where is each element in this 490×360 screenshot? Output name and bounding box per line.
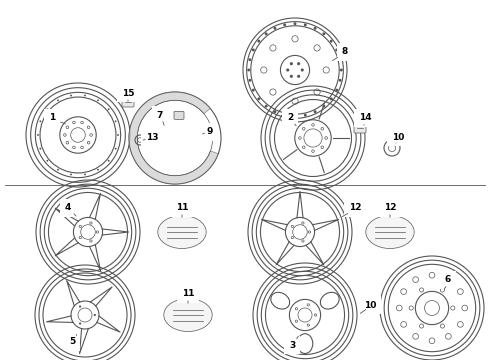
Text: 11: 11 — [182, 289, 194, 298]
Text: 7: 7 — [157, 111, 163, 120]
Circle shape — [94, 314, 96, 316]
Circle shape — [314, 110, 317, 113]
Text: 9: 9 — [207, 127, 213, 136]
Circle shape — [330, 40, 333, 42]
Text: 4: 4 — [65, 203, 71, 212]
Circle shape — [47, 160, 48, 162]
Text: 12: 12 — [349, 203, 361, 212]
Circle shape — [294, 22, 296, 25]
Circle shape — [39, 148, 41, 150]
Circle shape — [273, 110, 276, 113]
Circle shape — [252, 49, 255, 51]
Circle shape — [339, 58, 342, 61]
Circle shape — [115, 120, 117, 122]
Circle shape — [248, 58, 251, 61]
Text: 6: 6 — [445, 275, 451, 284]
Circle shape — [248, 79, 251, 82]
Text: 2: 2 — [287, 113, 293, 122]
Circle shape — [335, 89, 338, 91]
Text: 10: 10 — [364, 301, 376, 310]
Circle shape — [335, 49, 338, 51]
Circle shape — [57, 169, 59, 171]
Text: 5: 5 — [69, 338, 75, 346]
Circle shape — [117, 134, 119, 136]
Circle shape — [84, 174, 86, 175]
Ellipse shape — [164, 298, 212, 332]
Ellipse shape — [366, 216, 414, 248]
Circle shape — [97, 169, 99, 171]
Circle shape — [247, 68, 250, 71]
Text: 10: 10 — [392, 132, 404, 141]
Circle shape — [115, 148, 117, 150]
Circle shape — [257, 40, 260, 42]
FancyBboxPatch shape — [354, 123, 366, 133]
Circle shape — [252, 89, 255, 91]
Circle shape — [79, 323, 81, 325]
Circle shape — [84, 95, 86, 96]
Circle shape — [70, 95, 72, 96]
Text: 3: 3 — [289, 341, 295, 350]
Circle shape — [79, 305, 81, 307]
Circle shape — [297, 75, 300, 78]
Circle shape — [339, 79, 342, 82]
Circle shape — [301, 68, 304, 72]
Text: 1: 1 — [49, 113, 55, 122]
Circle shape — [37, 134, 39, 136]
Circle shape — [283, 23, 286, 26]
Circle shape — [265, 105, 268, 108]
Circle shape — [290, 75, 293, 78]
Circle shape — [330, 98, 333, 100]
Text: 12: 12 — [384, 203, 396, 212]
Polygon shape — [129, 92, 218, 184]
Circle shape — [39, 120, 41, 122]
Circle shape — [286, 68, 289, 72]
Circle shape — [304, 114, 307, 117]
FancyBboxPatch shape — [122, 97, 134, 107]
FancyBboxPatch shape — [174, 111, 184, 120]
Circle shape — [294, 115, 296, 118]
Circle shape — [297, 62, 300, 65]
Circle shape — [314, 27, 317, 30]
Ellipse shape — [158, 216, 206, 248]
Circle shape — [57, 99, 59, 101]
Circle shape — [108, 108, 110, 110]
Circle shape — [290, 62, 293, 65]
Circle shape — [322, 105, 325, 108]
Circle shape — [97, 99, 99, 101]
Circle shape — [273, 27, 276, 30]
Text: 8: 8 — [342, 48, 348, 57]
Text: 11: 11 — [176, 203, 188, 212]
Text: 13: 13 — [146, 134, 158, 143]
Circle shape — [265, 32, 268, 35]
Circle shape — [340, 68, 343, 71]
Circle shape — [108, 160, 110, 162]
Text: 14: 14 — [359, 113, 371, 122]
Circle shape — [283, 114, 286, 117]
Circle shape — [70, 174, 72, 175]
Circle shape — [257, 98, 260, 100]
Circle shape — [304, 23, 307, 26]
Text: 15: 15 — [122, 89, 134, 98]
Circle shape — [322, 32, 325, 35]
Circle shape — [47, 108, 48, 110]
